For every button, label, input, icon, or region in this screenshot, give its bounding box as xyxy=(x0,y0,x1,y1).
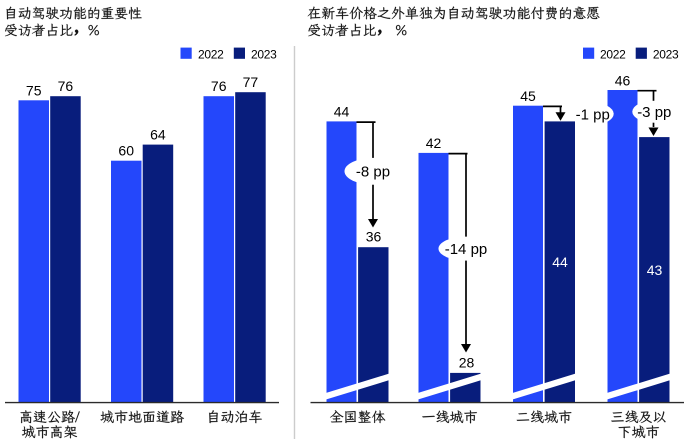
svg-text:76: 76 xyxy=(58,78,74,94)
svg-text:2023: 2023 xyxy=(653,47,679,61)
svg-text:46: 46 xyxy=(615,72,631,88)
svg-text:2023: 2023 xyxy=(251,47,277,61)
svg-text:64: 64 xyxy=(150,127,166,143)
svg-text:2022: 2022 xyxy=(600,47,626,61)
svg-text:44: 44 xyxy=(334,104,350,120)
svg-text:28: 28 xyxy=(459,354,475,370)
svg-text:36: 36 xyxy=(366,229,382,245)
svg-text:2022: 2022 xyxy=(198,47,224,61)
svg-text:-3 pp: -3 pp xyxy=(637,104,671,121)
svg-text:45: 45 xyxy=(520,88,536,104)
svg-text:-1 pp: -1 pp xyxy=(576,106,610,123)
svg-text:60: 60 xyxy=(118,143,134,159)
svg-text:43: 43 xyxy=(647,262,663,278)
svg-text:75: 75 xyxy=(26,82,42,98)
svg-text:44: 44 xyxy=(552,254,568,270)
svg-text:-8 pp: -8 pp xyxy=(356,164,390,181)
svg-text:-14 pp: -14 pp xyxy=(445,241,488,258)
svg-text:77: 77 xyxy=(243,74,259,90)
svg-text:42: 42 xyxy=(426,135,442,151)
svg-text:76: 76 xyxy=(211,78,227,94)
